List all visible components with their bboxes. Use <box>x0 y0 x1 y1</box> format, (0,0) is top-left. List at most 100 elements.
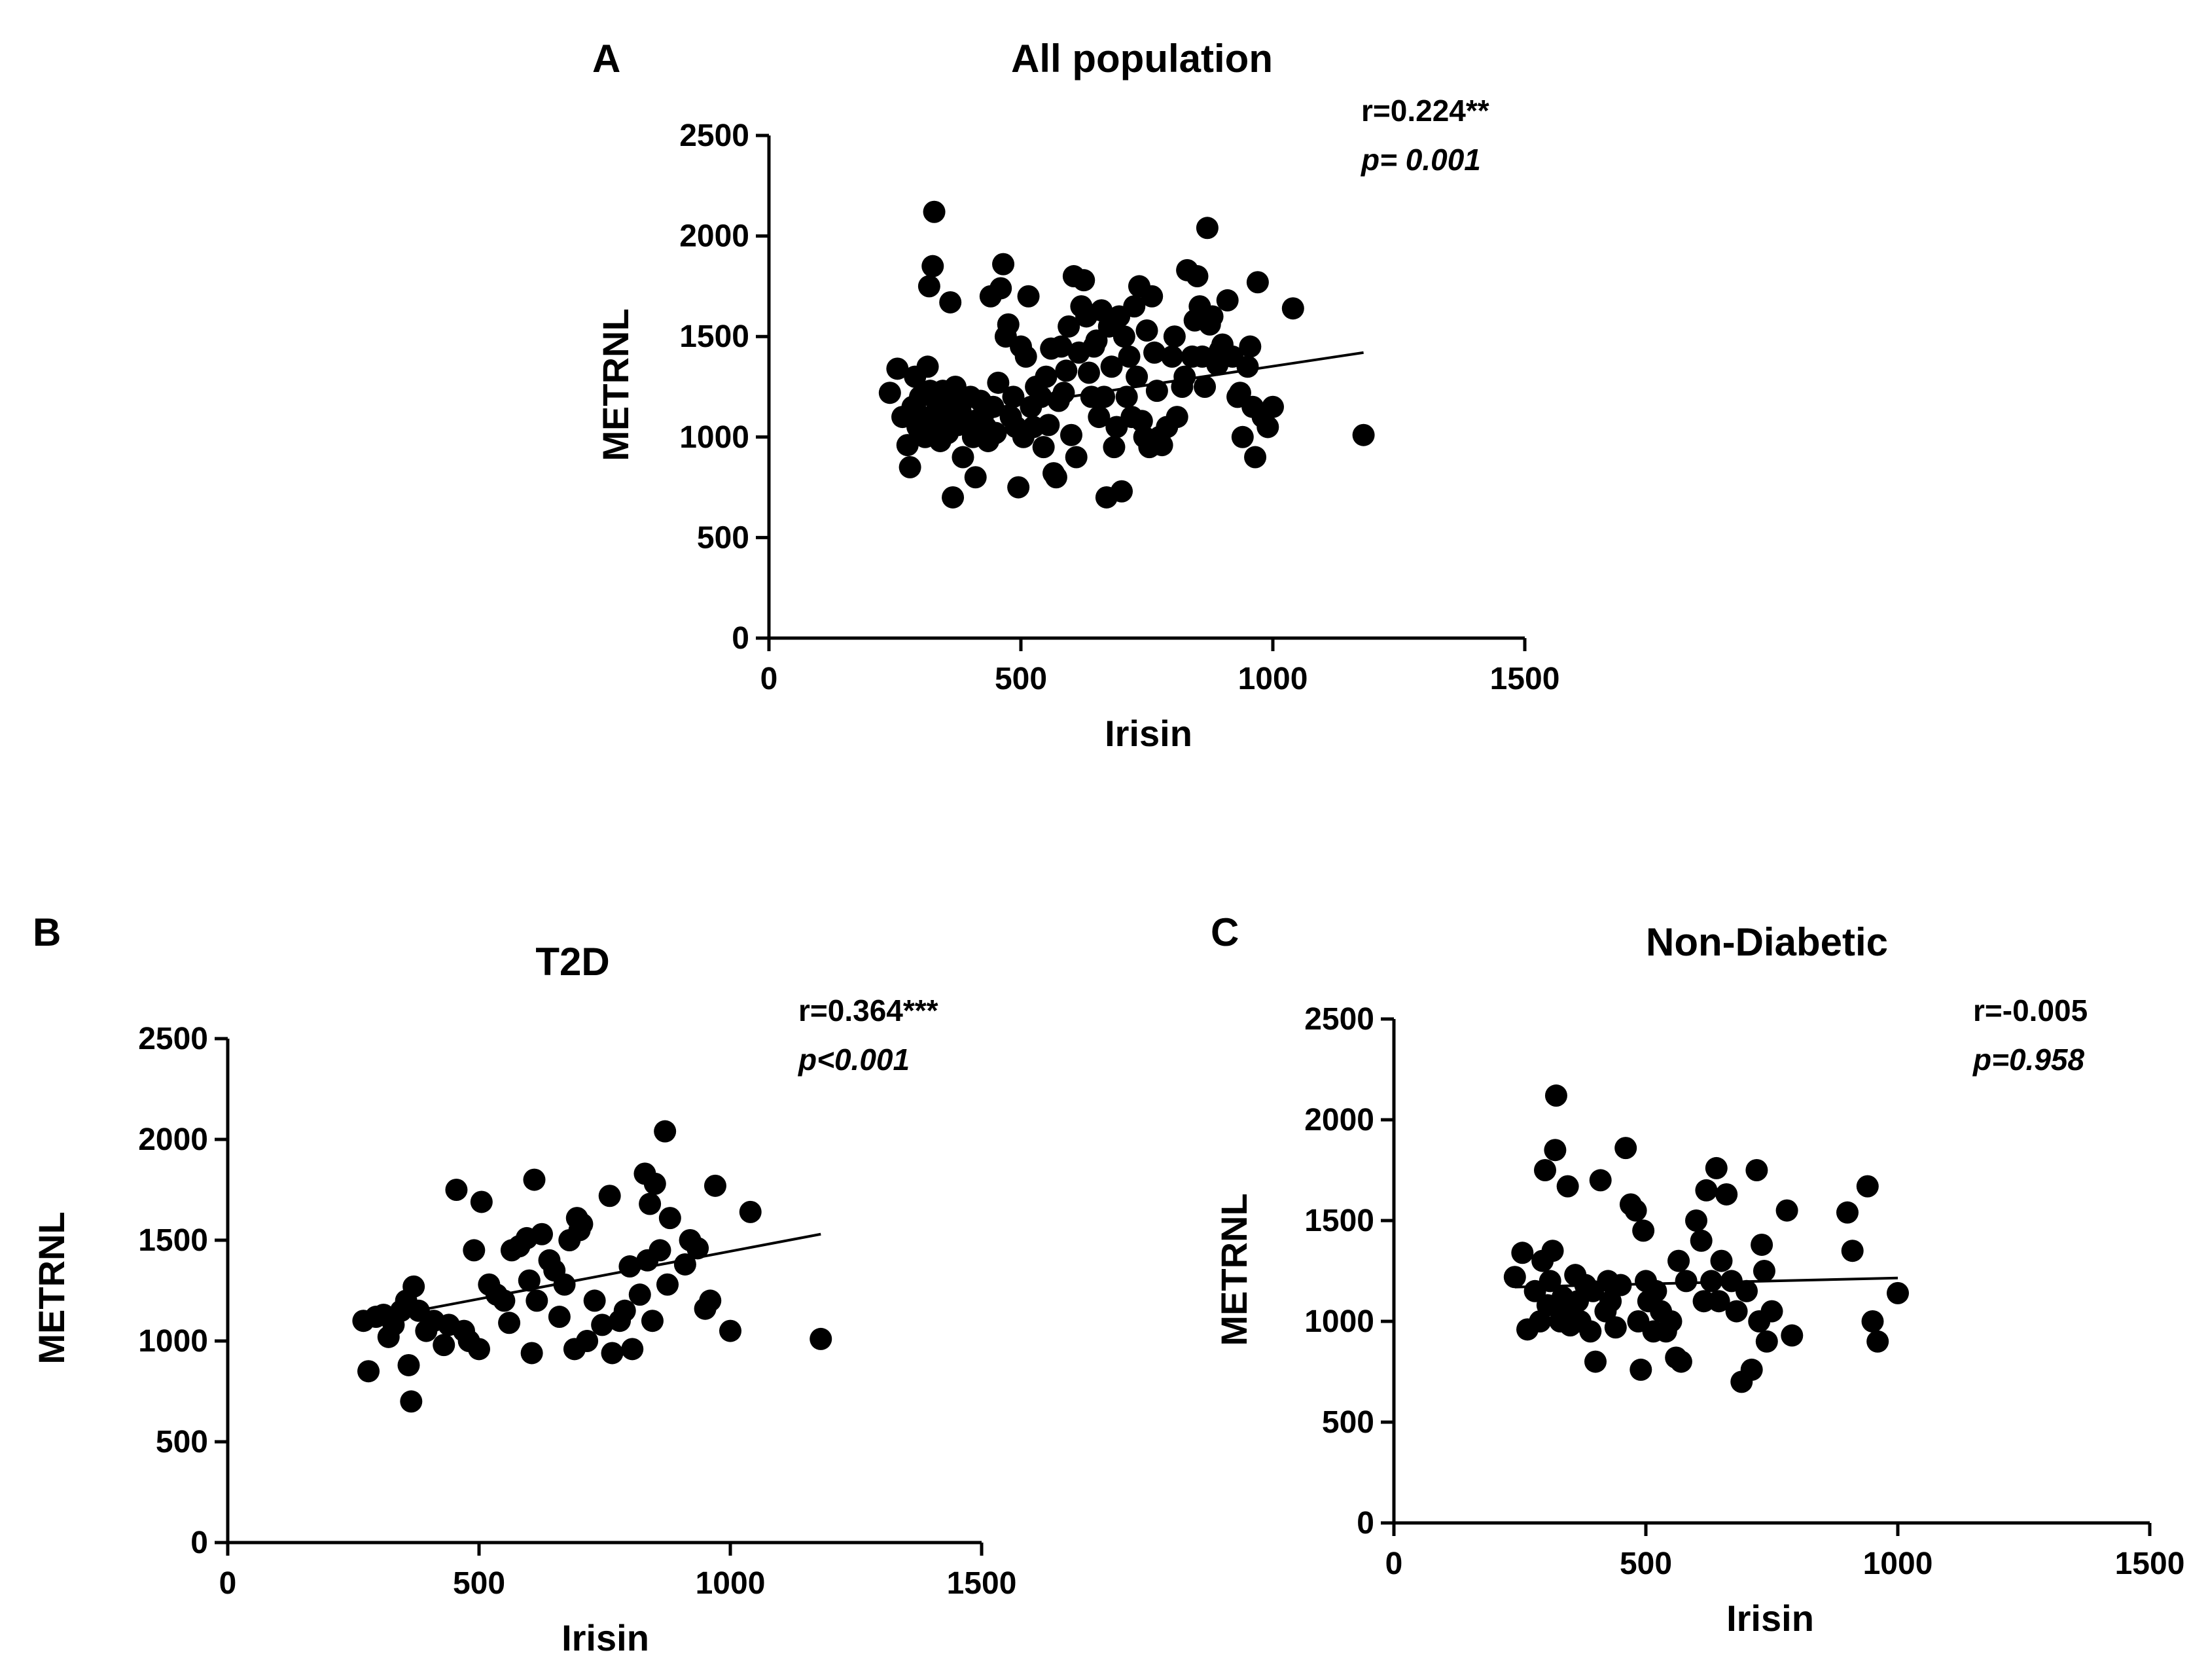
data-point <box>1710 1249 1733 1272</box>
data-point <box>1745 1159 1768 1181</box>
data-point <box>654 1120 677 1143</box>
data-point <box>1231 425 1254 448</box>
data-point <box>1781 1324 1804 1347</box>
data-point <box>1239 335 1262 358</box>
data-point <box>613 1299 636 1322</box>
data-point <box>639 1192 662 1215</box>
data-point <box>523 1168 546 1191</box>
data-point <box>923 200 946 223</box>
data-point <box>1660 1310 1683 1332</box>
data-point <box>921 255 944 277</box>
correlation-r: r=-0.005 <box>1973 993 2088 1028</box>
data-point <box>739 1200 762 1223</box>
correlation-p: p= 0.001 <box>1360 143 1481 177</box>
y-tick-label: 2500 <box>679 118 749 153</box>
data-point <box>703 1174 726 1197</box>
data-point <box>1118 345 1141 368</box>
data-point <box>987 371 1010 394</box>
data-point <box>1050 335 1073 358</box>
data-point <box>1216 289 1239 312</box>
x-tick-label: 0 <box>219 1566 237 1601</box>
chart-title: T2D <box>535 940 609 984</box>
data-point <box>1707 1290 1730 1313</box>
data-point <box>1740 1358 1763 1381</box>
data-point <box>433 1334 455 1357</box>
x-tick-label: 1500 <box>1490 662 1560 696</box>
data-point <box>1624 1199 1647 1222</box>
data-point <box>1836 1201 1859 1224</box>
data-point <box>1599 1290 1622 1313</box>
data-point <box>1887 1281 1909 1304</box>
data-point <box>1123 295 1146 318</box>
data-point <box>942 486 965 509</box>
data-point <box>1077 361 1100 384</box>
data-point <box>601 1342 624 1365</box>
y-tick-label: 0 <box>1357 1506 1374 1541</box>
data-point <box>1753 1260 1775 1282</box>
data-point <box>1695 1179 1718 1202</box>
data-point <box>1534 1159 1556 1181</box>
panel-letter: A <box>592 37 620 80</box>
data-point <box>468 1338 490 1361</box>
y-tick-label: 2000 <box>1304 1103 1374 1137</box>
regression-line <box>935 351 1364 419</box>
panel-a: A All population r=0.224** p= 0.001 Iris… <box>592 37 1559 754</box>
data-point <box>1065 446 1088 469</box>
data-point <box>1236 355 1259 378</box>
data-point <box>1685 1209 1707 1232</box>
y-tick-label: 0 <box>732 621 749 656</box>
data-point <box>1715 1183 1738 1206</box>
data-point <box>470 1190 493 1213</box>
data-point <box>1760 1300 1783 1323</box>
data-point <box>1186 265 1209 288</box>
data-point <box>628 1283 651 1306</box>
data-point <box>1244 446 1267 469</box>
data-point <box>1014 345 1037 368</box>
data-point <box>576 1330 599 1352</box>
correlation-p: p<0.001 <box>797 1043 910 1077</box>
data-point <box>548 1306 571 1329</box>
data-point <box>1143 341 1166 364</box>
data-point <box>886 357 909 380</box>
data-point <box>498 1312 521 1334</box>
y-tick-label: 1500 <box>679 319 749 354</box>
data-point <box>1725 1300 1748 1323</box>
data-point <box>1751 1233 1773 1256</box>
panel-c: C Non-Diabetic r=-0.005 p=0.958 Irisin M… <box>1211 910 2184 1639</box>
data-point <box>1866 1330 1889 1353</box>
data-point <box>641 1310 664 1332</box>
y-tick-label: 1000 <box>1304 1304 1374 1339</box>
data-point <box>878 382 901 404</box>
data-point <box>658 1207 681 1230</box>
data-point <box>1052 382 1075 404</box>
data-point <box>1669 1350 1692 1373</box>
data-point <box>1579 1320 1602 1343</box>
data-point <box>1044 466 1067 489</box>
data-point <box>1141 285 1164 308</box>
data-point <box>939 291 962 313</box>
data-point <box>1584 1350 1607 1373</box>
data-point <box>1352 423 1375 446</box>
data-point <box>1161 345 1183 368</box>
x-tick-label: 500 <box>453 1566 505 1601</box>
data-point <box>520 1342 543 1365</box>
x-tick-label: 0 <box>760 662 778 696</box>
data-point <box>896 434 919 457</box>
y-tick-label: 0 <box>190 1526 208 1560</box>
y-tick-label: 1500 <box>138 1223 208 1258</box>
data-point <box>899 456 921 478</box>
data-point <box>1861 1310 1884 1332</box>
data-point <box>1262 395 1284 418</box>
regression-line <box>1514 1276 1898 1289</box>
data-point <box>357 1360 380 1383</box>
data-point <box>1256 416 1279 438</box>
data-point <box>1060 423 1082 446</box>
correlation-p: p=0.958 <box>1972 1043 2084 1077</box>
data-point <box>1503 1266 1526 1289</box>
x-tick-label: 500 <box>995 662 1047 696</box>
data-point <box>1032 436 1055 459</box>
data-point <box>1093 385 1116 408</box>
x-axis-label: Irisin <box>1726 1598 1814 1639</box>
correlation-r: r=0.224** <box>1361 94 1489 128</box>
